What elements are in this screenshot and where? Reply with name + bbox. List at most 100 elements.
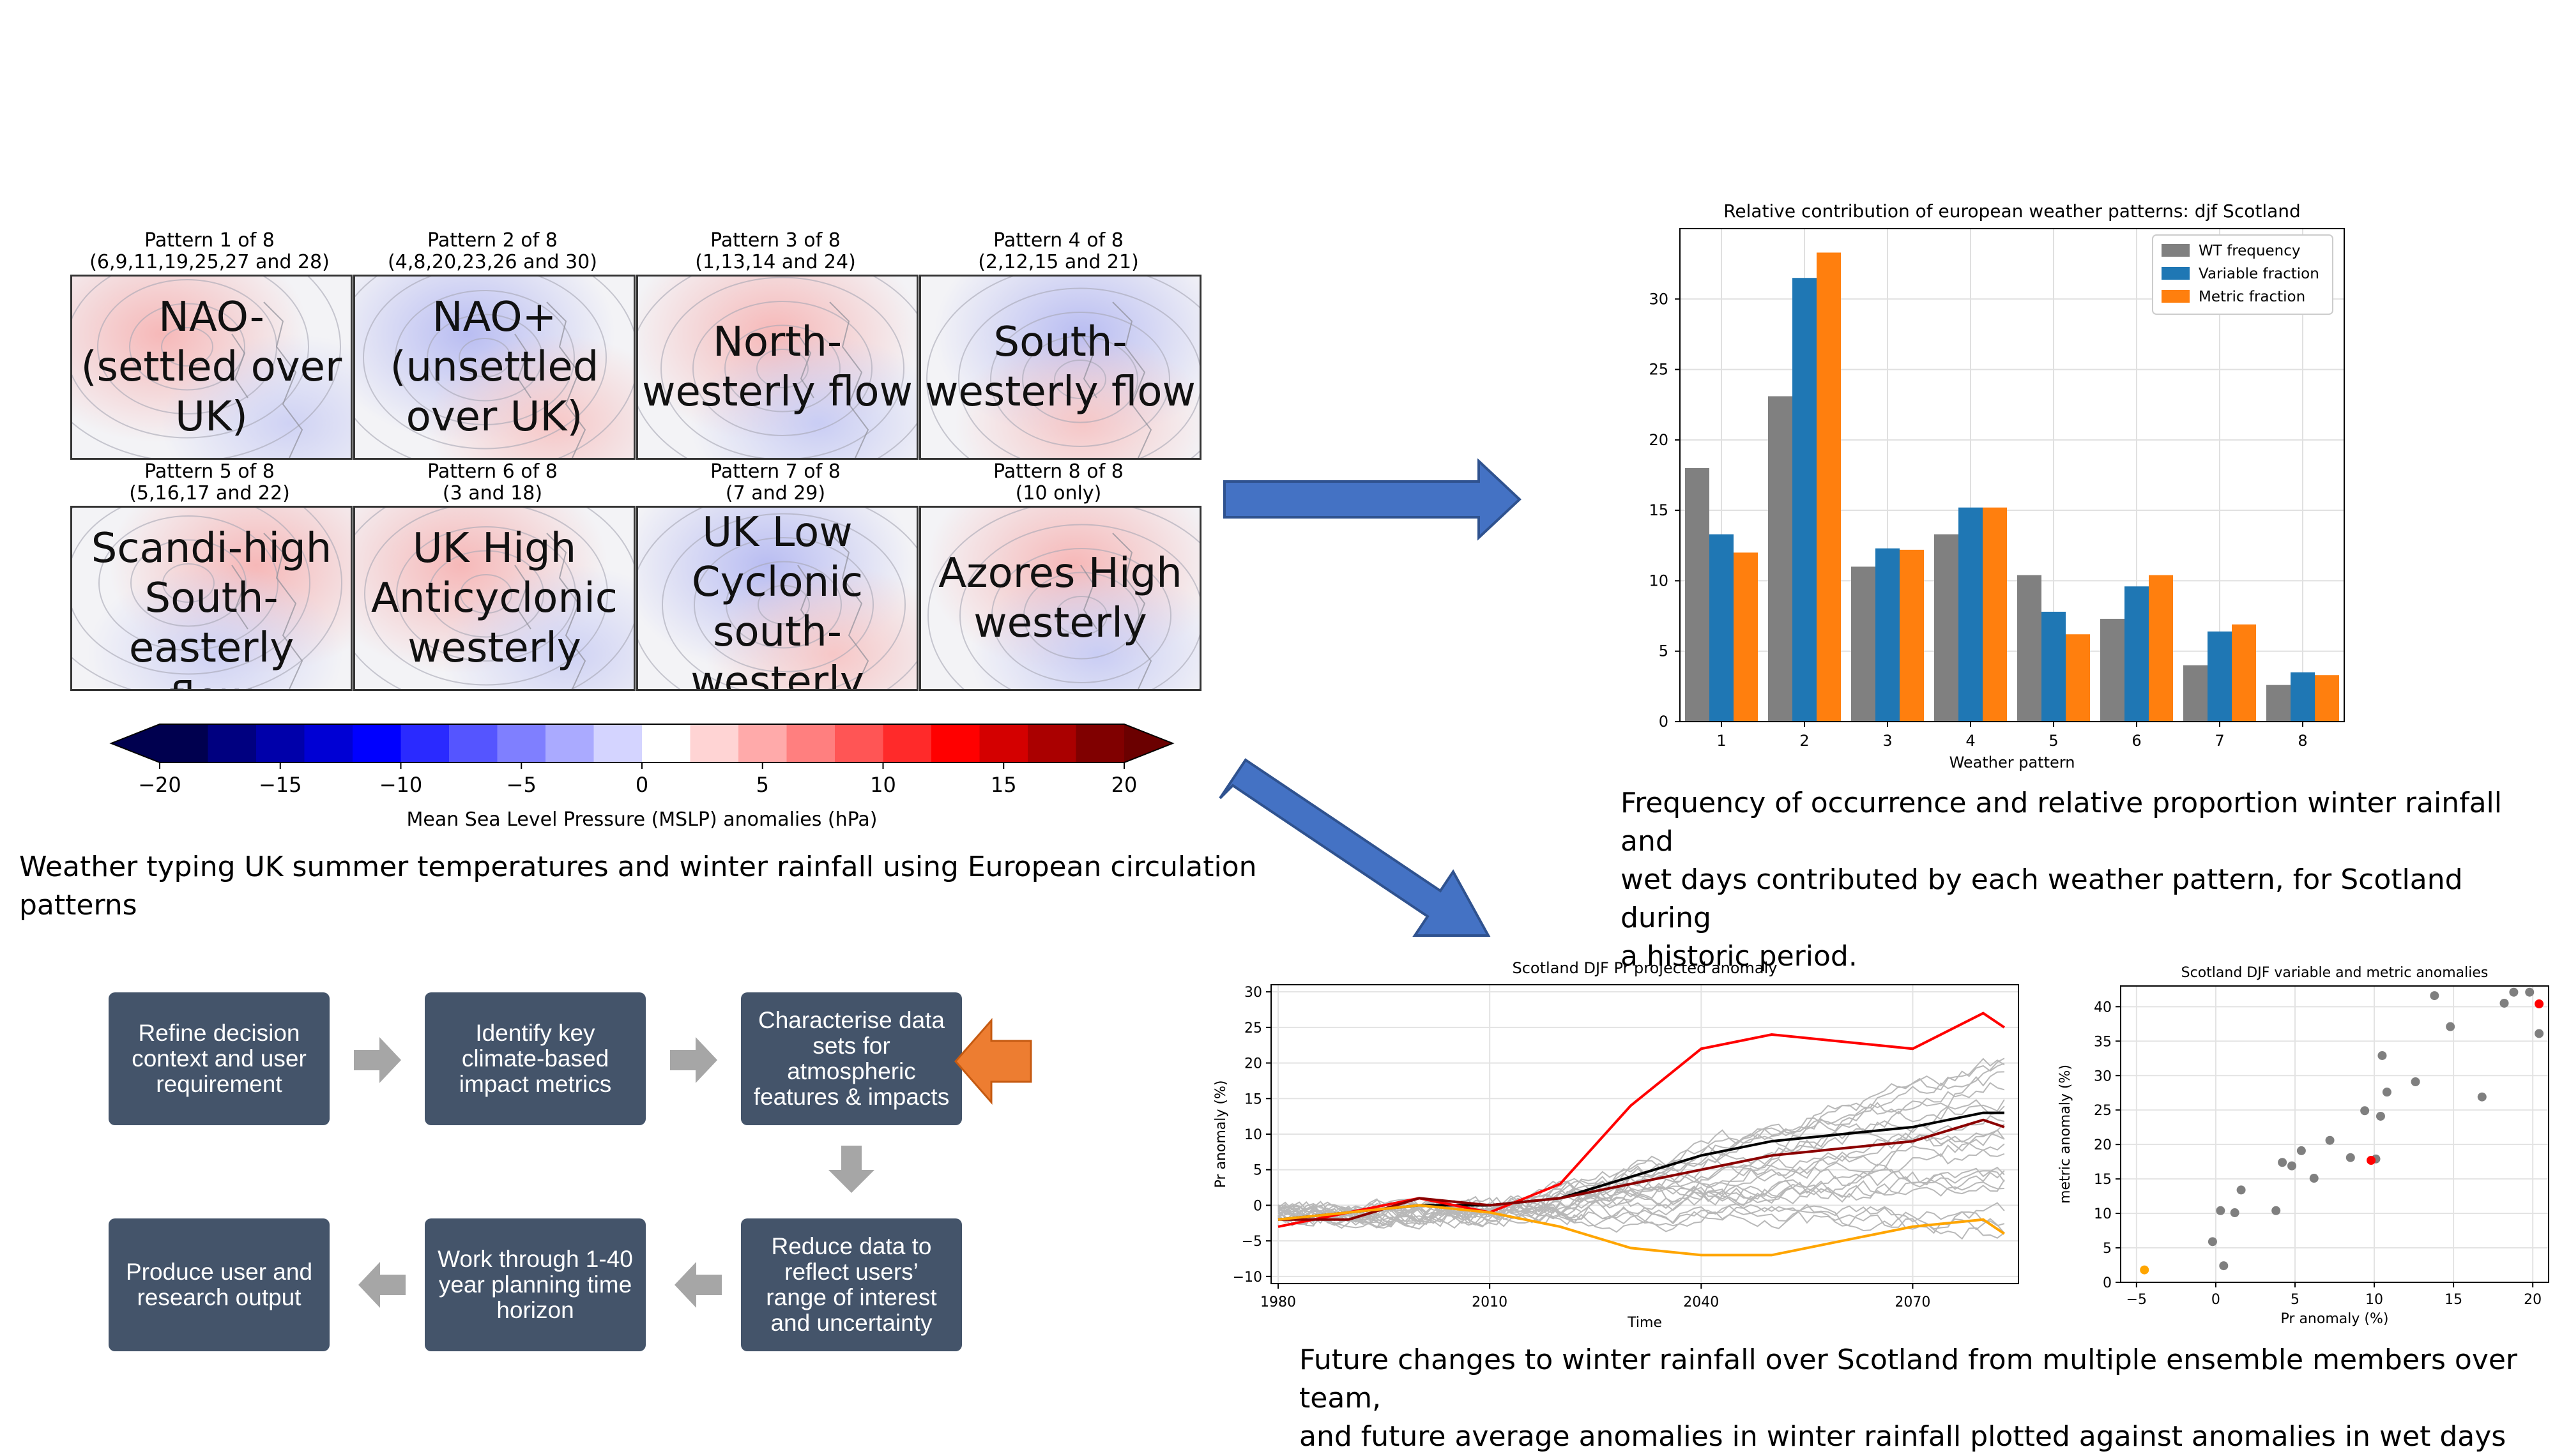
pattern-title: Pattern 6 of 8 (3 and 18): [352, 461, 633, 504]
scatter-point: [2140, 1265, 2149, 1275]
pattern-label-line: westerly: [408, 625, 581, 672]
y-tick-label: 5: [1253, 1163, 1262, 1179]
chart-title: Scotland DJF Pr projected anomaly: [1513, 959, 1778, 977]
arrow-diagonal-to-future: [1219, 758, 1491, 937]
scatter-point: [2216, 1206, 2225, 1215]
workflow-step-text: Work through 1-40: [438, 1246, 633, 1272]
workflow-step-text: Characterise data: [758, 1007, 945, 1033]
pattern-map-4: South-westerly flow: [919, 275, 1201, 460]
workflow-step-produce: Produce user and research output: [109, 1218, 330, 1351]
bar-wt-frequency: [2183, 665, 2208, 722]
x-tick-label: 5: [2291, 1292, 2300, 1308]
x-tick-label: 20: [2524, 1292, 2542, 1308]
bar-variable-fraction: [1875, 548, 1900, 722]
colorbar-segment: [979, 724, 1028, 762]
pressure-map-background: [72, 277, 351, 458]
x-tick-label: 2040: [1683, 1294, 1719, 1310]
current-step-highlight-arrow: [954, 1018, 1032, 1105]
pattern-label: North-westerly flow: [638, 317, 917, 417]
x-tick-label: 3: [1882, 732, 1892, 750]
colorbar-segment: [1028, 724, 1077, 762]
pattern-number: Pattern 1 of 8: [144, 229, 275, 252]
workflow-step-text: sets for: [812, 1033, 890, 1059]
bar-metric-fraction: [1983, 507, 2007, 722]
plot-frame: [2120, 985, 2549, 1283]
plot-frame: [1270, 984, 2019, 1284]
pattern-label-line: Azores High: [938, 550, 1182, 597]
workflow-diagram: Refine decision context and user requireme…: [102, 983, 1048, 1367]
pressure-map-background: [72, 508, 351, 689]
x-tick-label: 10: [2365, 1292, 2383, 1308]
colorbar-segment: [208, 724, 257, 762]
legend-label: Metric fraction: [2199, 289, 2305, 305]
scatter-point: [2271, 1206, 2281, 1215]
colorbar-tick-label: 20: [1111, 773, 1138, 797]
pattern-title: Pattern 1 of 8 (6,9,11,19,25,27 and 28): [69, 230, 350, 273]
colorbar-extend-max: [1124, 724, 1173, 762]
legend-swatch: [2162, 290, 2190, 303]
scatter-point: [2219, 1261, 2229, 1271]
colorbar-segment: [304, 724, 353, 762]
colorbar-tick-label: 15: [991, 773, 1017, 797]
x-tick-label: 7: [2215, 732, 2224, 750]
workflow-step-text: Produce user and: [125, 1259, 313, 1285]
scatter-point: [2477, 1092, 2487, 1102]
workflow-step-identify: Identify key climate-based impact metrics: [425, 992, 646, 1125]
y-tick-label: 20: [1649, 431, 1668, 449]
pattern-label: NAO+ (unsettled over UK): [355, 292, 634, 442]
workflow-step-text: range of interest: [766, 1284, 937, 1310]
bar-variable-fraction: [1958, 507, 1983, 722]
y-tick-label: 30: [1244, 985, 1262, 1001]
pattern-label-line: NAO-: [158, 294, 264, 341]
bar-metric-fraction: [2315, 675, 2339, 722]
colorbar-tick-label: 10: [870, 773, 896, 797]
pattern-number: Pattern 8 of 8: [993, 460, 1124, 483]
pattern-number: Pattern 2 of 8: [427, 229, 558, 252]
future-caption-line-2: and future average anomalies in winter r…: [1299, 1420, 2506, 1453]
pattern-members: (10 only): [1015, 482, 1102, 504]
pattern-label-line: westerly flow: [642, 368, 913, 416]
plot-frame: [1679, 228, 2345, 722]
pressure-map-background: [921, 277, 1200, 458]
pattern-label-line: Cyclonic: [691, 559, 864, 606]
bar-wt-frequency: [2100, 618, 2124, 722]
colorbar-segment: [545, 724, 595, 762]
scatter-point: [2377, 1050, 2387, 1060]
bar-metric-fraction: [2066, 634, 2090, 722]
scatter-point: [2411, 1077, 2420, 1086]
colorbar-tick-label: −20: [138, 773, 181, 797]
highlighted-series-line: [1278, 1118, 2005, 1221]
scatter-point: [2296, 1146, 2306, 1155]
colorbar-tick-label: 5: [756, 773, 769, 797]
scatter-point: [2367, 1156, 2376, 1165]
y-tick-label: 25: [1244, 1020, 1262, 1036]
x-tick-label: 2070: [1895, 1294, 1930, 1310]
pattern-label: NAO- (settled over UK): [72, 292, 351, 442]
pattern-number: Pattern 5 of 8: [144, 460, 275, 483]
workflow-step-text: atmospheric: [787, 1058, 916, 1084]
pattern-map-3: North-westerly flow: [636, 275, 919, 460]
colorbar-segment: [400, 724, 450, 762]
pattern-members: (6,9,11,19,25,27 and 28): [89, 251, 330, 273]
y-tick-label: −10: [1233, 1270, 1262, 1285]
weather-pattern-bar-chart: Relative contribution of european weathe…: [1649, 201, 2345, 771]
y-tick-label: 35: [2094, 1034, 2112, 1050]
mslp-colorbar: −20 −15 −10 −5 0 5 10 15 20 Mean Sea Level Press…: [109, 720, 1175, 848]
pressure-map-background: [355, 508, 634, 689]
y-tick-label: 30: [1649, 290, 1668, 308]
y-tick-label: 5: [2103, 1241, 2112, 1257]
x-tick-label: 15: [2444, 1292, 2462, 1308]
pattern-label: Azores High westerly: [921, 549, 1200, 648]
bar-variable-fraction: [1709, 534, 1734, 722]
pattern-label-line: westerly: [690, 658, 864, 691]
pattern-label-line: UK): [175, 393, 248, 441]
pattern-label-line: westerly flow: [925, 368, 1196, 416]
ensemble-member-line: [1278, 1071, 2004, 1227]
pattern-label-line: westerly: [973, 600, 1147, 647]
bar-variable-fraction: [1792, 278, 1817, 722]
y-tick-label: 30: [2094, 1068, 2112, 1084]
ensemble-member-line: [1278, 1099, 2005, 1226]
bar-wt-frequency: [1851, 566, 1875, 722]
chart-title: Relative contribution of european weathe…: [1723, 201, 2301, 222]
pattern-number: Pattern 4 of 8: [993, 229, 1124, 252]
